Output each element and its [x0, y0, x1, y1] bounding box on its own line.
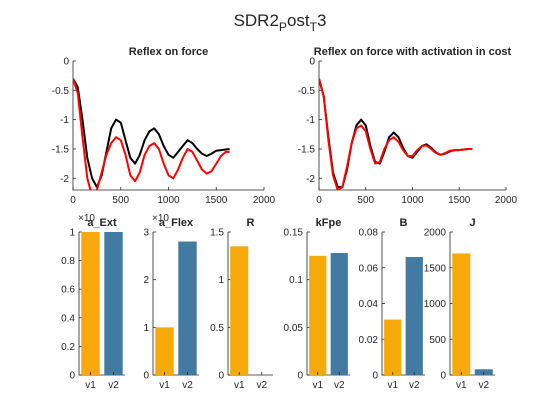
y-tick-label: 0.08 [359, 228, 379, 239]
y-tick-label: 2000 [424, 228, 447, 239]
x-tick-label: v2 [256, 380, 267, 391]
x-tick-label: 2000 [495, 195, 518, 206]
series-line-2 [73, 78, 230, 190]
panel-title: kFpe [316, 217, 342, 229]
y-tick-label: -2 [306, 174, 315, 185]
series-line-1 [319, 78, 473, 189]
y-tick-label: 0 [372, 371, 378, 382]
y-tick-label: -1 [60, 115, 69, 126]
y-tick-label: 0.1 [289, 275, 303, 286]
x-tick-label: v2 [409, 380, 420, 391]
y-tick-label: 0 [63, 57, 69, 68]
bar-v1 [309, 255, 327, 375]
x-tick-label: 500 [357, 195, 374, 206]
y-tick-label: 500 [429, 335, 446, 346]
y-tick-label: 0 [143, 371, 149, 382]
y-tick-label: -0.5 [52, 86, 70, 97]
y-tick-label: 1.5 [210, 228, 224, 239]
bar-v2 [405, 257, 423, 375]
panel-4: a_Flex 0 1 2 3×10 v1 v2 [143, 213, 199, 391]
bar-v2 [178, 241, 197, 375]
panel-5: R 0 0.5 1 1.5 v1 v2 [210, 217, 273, 391]
y-tick-label: 1 [143, 323, 149, 334]
series-line-2 [319, 78, 473, 190]
panel-3: a_Ext 0 0.2 0.4 0.6 0.8 1×10 v1 v2 [61, 213, 125, 391]
y-tick-label: 0 [297, 371, 303, 382]
x-tick-label: v1 [159, 380, 170, 391]
y-tick-label: 0.8 [61, 256, 75, 267]
x-tick-label: v1 [456, 380, 467, 391]
x-tick-label: 2000 [253, 195, 276, 206]
y-tick-label: -1.5 [298, 144, 316, 155]
y-tick-label: 0.5 [210, 323, 224, 334]
axis-exponent: ×10 [152, 213, 169, 224]
y-tick-label: 0.15 [284, 228, 304, 239]
y-tick-label: 2 [143, 275, 149, 286]
y-tick-label: -2 [60, 174, 69, 185]
x-tick-label: v2 [478, 380, 489, 391]
x-tick-label: 1000 [401, 195, 424, 206]
y-tick-label: -1 [306, 115, 315, 126]
y-tick-label: 0 [440, 371, 446, 382]
y-tick-label: 0.6 [61, 285, 75, 296]
x-tick-label: 0 [70, 195, 76, 206]
y-tick-label: 0 [69, 371, 75, 382]
x-tick-label: 500 [112, 195, 129, 206]
y-tick-label: 0 [218, 371, 224, 382]
y-tick-label: -0.5 [298, 86, 316, 97]
x-tick-label: v1 [85, 380, 96, 391]
y-tick-label: 1 [218, 275, 224, 286]
x-tick-label: 1500 [448, 195, 471, 206]
bar-v1 [230, 246, 249, 375]
panel-2: Reflex on force with activation in cost0… [298, 46, 518, 206]
y-tick-label: 0.06 [359, 263, 379, 274]
bar-v1 [384, 319, 402, 375]
x-tick-label: 1500 [205, 195, 228, 206]
y-tick-label: 3 [143, 228, 149, 239]
x-tick-label: v1 [387, 380, 398, 391]
y-tick-label: 0.02 [359, 335, 379, 346]
panel-title: J [469, 217, 475, 229]
series-line-1 [73, 78, 230, 189]
axis-exponent: ×10 [78, 213, 95, 224]
y-tick-label: 1 [69, 228, 75, 239]
panel-title: B [400, 217, 408, 229]
y-tick-label: 0.05 [284, 323, 304, 334]
panel-title: R [247, 217, 255, 229]
x-tick-label: 0 [316, 195, 322, 206]
y-tick-label: 0 [309, 57, 315, 68]
bar-v2 [104, 232, 123, 375]
panel-8: J 0 500 1000 1500 2000 v1 v2 [424, 217, 495, 391]
panel-7: B 0 0.02 0.04 0.06 0.08 v1 v2 [359, 217, 425, 391]
panel-title: Reflex on force [129, 46, 208, 58]
x-tick-label: v2 [182, 380, 193, 391]
panel-1: Reflex on force 0 500 1000 1500 2000 -2 -1.5 -1 -… [52, 46, 276, 206]
figure-suptitle: SDR2PostT3 [234, 11, 327, 34]
panel-title: a_Flex [159, 217, 194, 229]
bar-v1 [155, 327, 174, 375]
panel-title: a_Ext [87, 217, 117, 229]
y-tick-label: 0.2 [61, 342, 75, 353]
bar-v2 [330, 252, 348, 375]
x-tick-label: v1 [312, 380, 323, 391]
x-tick-label: v2 [334, 380, 345, 391]
y-tick-label: 0.4 [61, 313, 75, 324]
bar-v1 [452, 253, 471, 375]
x-tick-label: v1 [234, 380, 245, 391]
y-tick-label: -1.5 [52, 144, 70, 155]
panel-title: Reflex on force with activation in cost [314, 46, 512, 58]
y-tick-label: 1000 [424, 299, 447, 310]
x-tick-label: 1000 [157, 195, 180, 206]
panel-6: kFpe 0 0.05 0.1 0.15 v1 v2 [284, 217, 350, 391]
bar-v1 [81, 232, 100, 375]
y-tick-label: 0.04 [359, 299, 379, 310]
x-tick-label: v2 [108, 380, 119, 391]
y-tick-label: 1500 [424, 263, 447, 274]
